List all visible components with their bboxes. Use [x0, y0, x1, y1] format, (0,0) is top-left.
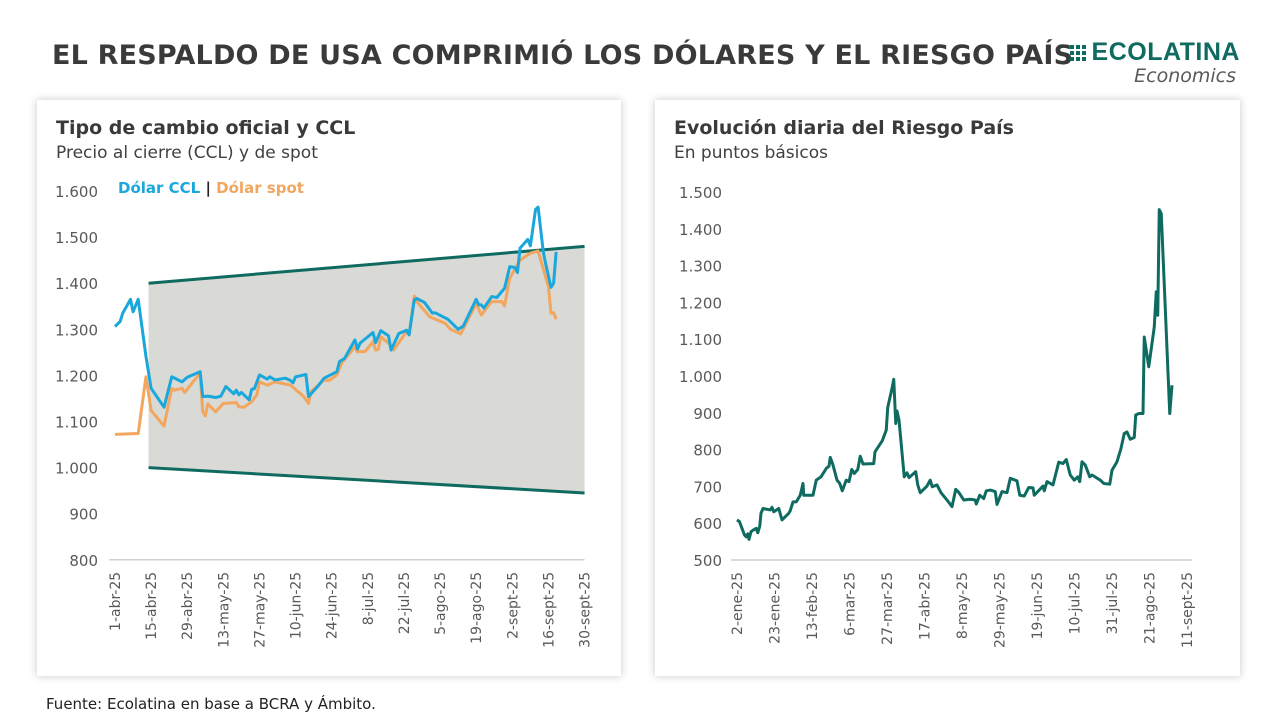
x-tick-label: 6-mar-25	[843, 572, 859, 636]
legend-ccl: Dólar CCL	[118, 179, 201, 197]
y-tick-label: 1.300	[679, 258, 722, 276]
y-tick-label: 1.400	[55, 275, 98, 293]
series-line-dolar-ccl	[113, 205, 558, 409]
x-tick-label: 19-jun-25	[1030, 572, 1046, 639]
chart-riesgo-pais: 500 600 700 800 900 1.000 1.100 1.200 1.300 1.400…	[679, 184, 1196, 648]
y-tick-label: 1.200	[55, 367, 98, 385]
logo-dots-icon	[1069, 44, 1086, 61]
x-tick-label: 21-ago-25	[1143, 572, 1159, 644]
x-tick-label: 2-ene-25	[730, 572, 746, 635]
y-tick-label: 1.300	[55, 321, 98, 339]
chart-card-riesgo-pais: Evolución diaria del Riesgo País En punt…	[655, 100, 1240, 676]
x-tick-label: 27-mar-25	[880, 572, 896, 645]
x-tick-label: 19-ago-25	[469, 572, 485, 644]
source-note: Fuente: Ecolatina en base a BCRA y Ámbit…	[46, 695, 376, 713]
x-tick-label: 11-sept-25	[1180, 572, 1196, 648]
band-lower-line	[148, 466, 585, 495]
x-tick-label: 2-sept-25	[505, 572, 521, 639]
x-tick-label: 1-abr-25	[108, 572, 124, 631]
x-tick-label: 15-abr-25	[144, 572, 160, 640]
y-tick-label: 900	[693, 405, 722, 423]
y-tick-label: 800	[693, 442, 722, 460]
y-tick-label: 1.200	[679, 294, 722, 312]
band-area	[148, 246, 585, 493]
y-tick-label: 1.400	[679, 221, 722, 239]
chart-subtitle: En puntos básicos	[674, 143, 828, 163]
y-tick-label: 700	[693, 478, 722, 496]
x-tick-label: 13-feb-25	[805, 572, 821, 640]
y-tick-label: 800	[69, 552, 98, 570]
y-tick-label: 600	[693, 515, 722, 533]
x-tick-label: 29-may-25	[993, 572, 1009, 648]
y-tick-label: 900	[69, 506, 98, 524]
legend-spot: Dólar spot	[216, 179, 304, 197]
y-tick-label: 1.100	[679, 331, 722, 349]
x-tick-label: 29-abr-25	[180, 572, 196, 640]
x-tick-label: 8-may-25	[955, 572, 971, 639]
x-tick-label: 13-may-25	[216, 572, 232, 648]
y-tick-label: 1.000	[679, 368, 722, 386]
x-tick-label: 30-sept-25	[578, 572, 594, 648]
y-tick-label: 1.100	[55, 414, 98, 432]
x-tick-label: 24-jun-25	[325, 572, 341, 639]
x-tick-label: 8-jul-25	[361, 572, 377, 625]
series-line-dolar-spot	[114, 249, 558, 436]
chart-subtitle: Precio al cierre (CCL) y de spot	[56, 143, 318, 163]
chart-legend: Dólar CCL | Dólar spot	[118, 179, 304, 197]
y-tick-label: 1.000	[55, 460, 98, 478]
x-tick-label: 5-ago-25	[433, 572, 449, 635]
ecolatina-logo: ECOLATINA Economics	[1050, 38, 1240, 87]
chart-title: Tipo de cambio oficial y CCL	[56, 117, 356, 139]
y-tick-label: 1.500	[679, 184, 722, 202]
y-tick-label: 500	[693, 552, 722, 570]
x-tick-label: 17-abr-25	[918, 572, 934, 640]
y-tick-label: 1.600	[55, 183, 98, 201]
chart-title: Evolución diaria del Riesgo País	[674, 117, 1014, 139]
logo-sub: Economics	[1134, 65, 1236, 87]
logo-brand: ECOLATINA	[1091, 38, 1240, 66]
x-tick-label: 16-sept-25	[541, 572, 557, 648]
x-tick-label: 27-may-25	[252, 572, 268, 648]
y-tick-label: 1.500	[55, 229, 98, 247]
band-upper-line	[148, 244, 585, 285]
chart-card-tipo-cambio: Tipo de cambio oficial y CCL Precio al c…	[37, 100, 621, 676]
x-tick-label: 22-jul-25	[397, 572, 413, 634]
series-line-riesgo-pais	[736, 208, 1174, 541]
x-tick-label: 31-jul-25	[1105, 572, 1121, 634]
page-title: EL RESPALDO DE USA COMPRIMIÓ LOS DÓLARES…	[52, 40, 1074, 71]
chart-tipo-cambio: 800 900 1.000 1.100 1.200 1.300 1.400 1.500 1.60…	[55, 183, 594, 648]
x-tick-label: 23-ene-25	[768, 572, 784, 644]
legend-separator: |	[205, 179, 211, 197]
x-tick-label: 10-jul-25	[1068, 572, 1084, 634]
x-tick-label: 10-jun-25	[289, 572, 305, 639]
